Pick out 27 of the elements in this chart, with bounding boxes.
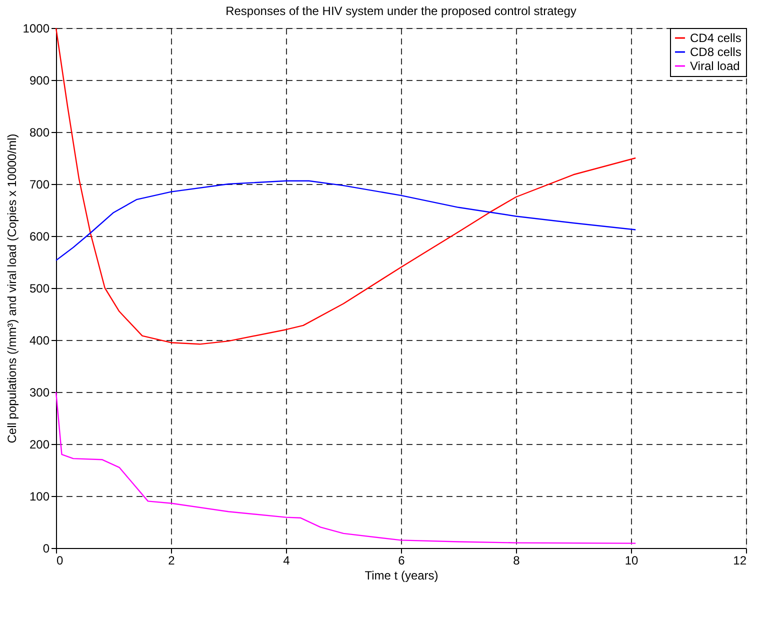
y-tick-label: 400 bbox=[29, 334, 50, 348]
line-series bbox=[55, 391, 636, 544]
y-tick-label: 200 bbox=[29, 438, 50, 452]
y-tick-label: 800 bbox=[29, 126, 50, 140]
legend-label: Viral load bbox=[690, 59, 740, 73]
chart-title: Responses of the HIV system under the proposed control strategy bbox=[226, 4, 576, 18]
x-tick-label: 10 bbox=[624, 554, 638, 568]
y-axis-title: Cell populations (/mm³) and viral load (Copies x 10000/ml) bbox=[4, 134, 19, 444]
x-tick-label: 0 bbox=[56, 554, 64, 568]
x-tick-label: 6 bbox=[398, 554, 406, 568]
y-tick-label: 600 bbox=[29, 230, 50, 244]
y-tick-label: 900 bbox=[29, 74, 50, 88]
y-tick-label: 100 bbox=[29, 490, 50, 504]
y-tick-label: 0 bbox=[42, 542, 50, 556]
legend-label: CD4 cells bbox=[690, 31, 742, 45]
x-tick-label: 2 bbox=[168, 554, 176, 568]
x-tick-label: 8 bbox=[513, 554, 520, 568]
y-tick-label: 1000 bbox=[22, 22, 50, 36]
y-tick-label: 700 bbox=[29, 178, 50, 192]
legend-label: CD8 cells bbox=[690, 45, 742, 59]
x-axis-title: Time t (years) bbox=[364, 568, 438, 582]
y-tick-label: 300 bbox=[29, 386, 50, 400]
line-series bbox=[55, 27, 636, 345]
line-series bbox=[55, 180, 636, 262]
y-tick-label: 500 bbox=[29, 282, 50, 296]
x-tick-label: 4 bbox=[283, 554, 290, 568]
x-tick-label: 12 bbox=[733, 554, 747, 568]
